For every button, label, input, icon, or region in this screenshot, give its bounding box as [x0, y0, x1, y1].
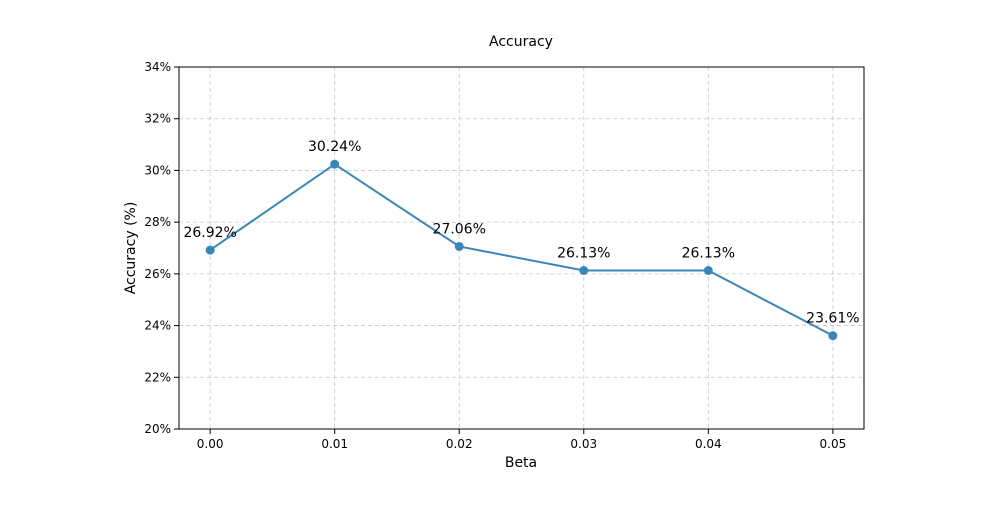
x-tick-label: 0.01: [321, 437, 348, 451]
y-axis-title: Accuracy (%): [123, 202, 139, 295]
x-tick-label: 0.02: [446, 437, 473, 451]
data-point: [703, 265, 713, 275]
y-tick-label: 24%: [144, 319, 171, 333]
data-label: 30.24%: [308, 139, 361, 155]
data-label: 26.13%: [682, 245, 735, 261]
x-tick-label: 0.03: [570, 437, 597, 451]
y-tick-label: 26%: [144, 267, 171, 281]
data-labels: 26.92% 30.24% 27.06% 26.13% 26.13% 23.61%: [183, 139, 859, 326]
data-point: [205, 245, 215, 255]
data-point: [454, 241, 464, 251]
data-label: 27.06%: [433, 221, 486, 237]
x-tick-label: 0.04: [695, 437, 722, 451]
y-tick-label: 32%: [144, 112, 171, 126]
y-tick-label: 28%: [144, 215, 171, 229]
data-label: 26.92%: [183, 225, 236, 241]
data-point: [828, 331, 838, 341]
y-tick-label: 30%: [144, 163, 171, 177]
data-label: 23.61%: [806, 311, 859, 327]
series-layer: [205, 159, 838, 341]
data-point: [579, 265, 589, 275]
x-tick-label: 0.00: [197, 437, 224, 451]
y-tick-label: 20%: [144, 422, 171, 436]
grid: [179, 66, 864, 430]
y-tick-label: 22%: [144, 370, 171, 384]
data-point: [330, 159, 340, 169]
axes: 20% 22% 24% 26% 28% 30% 32% 34% 0.00 0.01 0.02 0.03…: [144, 60, 846, 451]
chart-title: Accuracy: [489, 34, 553, 50]
plot-frame: [178, 66, 865, 430]
x-tick-label: 0.05: [820, 437, 847, 451]
series-line: [209, 163, 834, 337]
data-label: 26.13%: [557, 245, 610, 261]
x-axis-title: Beta: [505, 455, 537, 471]
y-tick-label: 34%: [144, 60, 171, 74]
